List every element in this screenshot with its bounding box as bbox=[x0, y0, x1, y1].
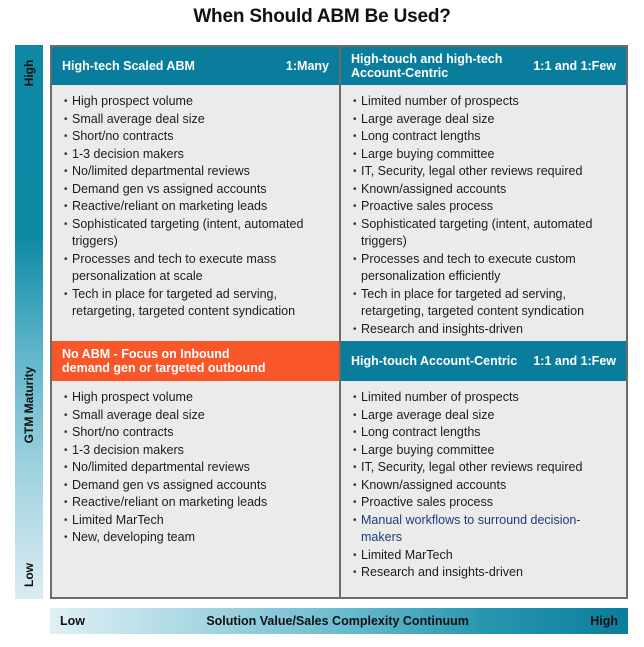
list-item: Proactive sales process bbox=[353, 494, 618, 512]
x-axis-high-label: High bbox=[590, 614, 618, 628]
vertical-divider bbox=[339, 47, 341, 597]
quadrant-high-tech-scaled-abm: High-tech Scaled ABM 1:Many High prospec… bbox=[52, 47, 339, 341]
list-item: Reactive/reliant on marketing leads bbox=[64, 494, 331, 512]
list-item: 1-3 decision makers bbox=[64, 442, 331, 460]
list-item: Large buying committee bbox=[353, 146, 618, 164]
list-item: Sophisticated targeting (intent, automat… bbox=[64, 216, 331, 251]
list-item: IT, Security, legal other reviews requir… bbox=[353, 163, 618, 181]
list-item: Short/no contracts bbox=[64, 424, 331, 442]
quadrant-item-list: High prospect volume Small average deal … bbox=[52, 85, 339, 321]
quadrant-high-touch-high-tech-account-centric: High-touch and high-tech Account-Centric… bbox=[341, 47, 626, 341]
quadrant-title: High-tech Scaled ABM bbox=[62, 59, 195, 73]
list-item: Large buying committee bbox=[353, 442, 618, 460]
x-axis-title: Solution Value/Sales Complexity Continuu… bbox=[206, 614, 469, 628]
quadrant-header: High-touch and high-tech Account-Centric… bbox=[341, 47, 626, 85]
quadrant-title: High-touch Account-Centric bbox=[351, 354, 518, 368]
quadrant-header: No ABM - Focus on Inbound demand gen or … bbox=[52, 341, 339, 381]
list-item: Processes and tech to execute mass perso… bbox=[64, 251, 331, 286]
list-item: Demand gen vs assigned accounts bbox=[64, 181, 331, 199]
x-axis-low-label: Low bbox=[60, 614, 85, 628]
list-item: Short/no contracts bbox=[64, 128, 331, 146]
list-item: Research and insights-driven bbox=[353, 564, 618, 582]
list-item: Tech in place for targeted ad serving, r… bbox=[353, 286, 618, 321]
list-item: New, developing team bbox=[64, 529, 331, 547]
quadrant-title: No ABM - Focus on Inbound demand gen or … bbox=[62, 347, 266, 375]
list-item: IT, Security, legal other reviews requir… bbox=[353, 459, 618, 477]
quadrant-item-list: Limited number of prospects Large averag… bbox=[341, 85, 626, 338]
list-item: Known/assigned accounts bbox=[353, 477, 618, 495]
list-item: No/limited departmental reviews bbox=[64, 459, 331, 477]
list-item: Proactive sales process bbox=[353, 198, 618, 216]
y-axis-high-label: High bbox=[22, 59, 36, 87]
list-item: Limited number of prospects bbox=[353, 93, 618, 111]
list-item: Long contract lengths bbox=[353, 424, 618, 442]
list-item: Small average deal size bbox=[64, 407, 331, 425]
list-item: Large average deal size bbox=[353, 407, 618, 425]
quadrant-header: High-touch Account-Centric 1:1 and 1:Few bbox=[341, 341, 626, 381]
list-item: High prospect volume bbox=[64, 93, 331, 111]
y-axis-title: GTM Maturity bbox=[22, 366, 36, 444]
quadrant-item-list: High prospect volume Small average deal … bbox=[52, 381, 339, 547]
quadrant-ratio: 1:1 and 1:Few bbox=[533, 354, 616, 368]
list-item: Large average deal size bbox=[353, 111, 618, 129]
list-item: Limited number of prospects bbox=[353, 389, 618, 407]
list-item: High prospect volume bbox=[64, 389, 331, 407]
quadrant-title: High-touch and high-tech Account-Centric bbox=[351, 52, 503, 80]
y-axis-low-label: Low bbox=[22, 563, 36, 587]
list-item: Limited MarTech bbox=[64, 512, 331, 530]
list-item: 1-3 decision makers bbox=[64, 146, 331, 164]
list-item: No/limited departmental reviews bbox=[64, 163, 331, 181]
list-item: Long contract lengths bbox=[353, 128, 618, 146]
quadrant-ratio: 1:Many bbox=[285, 59, 329, 73]
list-item: Tech in place for targeted ad serving, r… bbox=[64, 286, 331, 321]
page-title: When Should ABM Be Used? bbox=[193, 6, 451, 27]
list-item: Small average deal size bbox=[64, 111, 331, 129]
list-item: Processes and tech to execute custom per… bbox=[353, 251, 618, 286]
quadrant-high-touch-account-centric: High-touch Account-Centric 1:1 and 1:Few… bbox=[341, 341, 626, 597]
solution-value-axis: Low Solution Value/Sales Complexity Cont… bbox=[50, 608, 628, 634]
gtm-maturity-axis: High GTM Maturity Low bbox=[15, 45, 43, 599]
list-item: Demand gen vs assigned accounts bbox=[64, 477, 331, 495]
list-item: Known/assigned accounts bbox=[353, 181, 618, 199]
list-item: Sophisticated targeting (intent, automat… bbox=[353, 216, 618, 251]
quadrant-ratio: 1:1 and 1:Few bbox=[533, 59, 616, 73]
quadrant-header: High-tech Scaled ABM 1:Many bbox=[52, 47, 339, 85]
list-item: Reactive/reliant on marketing leads bbox=[64, 198, 331, 216]
list-item: Research and insights-driven bbox=[353, 321, 618, 339]
list-item: Manual workflows to surround decision-ma… bbox=[353, 512, 618, 547]
list-item: Limited MarTech bbox=[353, 547, 618, 565]
quadrant-item-list: Limited number of prospects Large averag… bbox=[341, 381, 626, 582]
abm-quadrant-grid: High-tech Scaled ABM 1:Many High prospec… bbox=[50, 45, 628, 599]
quadrant-no-abm: No ABM - Focus on Inbound demand gen or … bbox=[52, 341, 339, 597]
